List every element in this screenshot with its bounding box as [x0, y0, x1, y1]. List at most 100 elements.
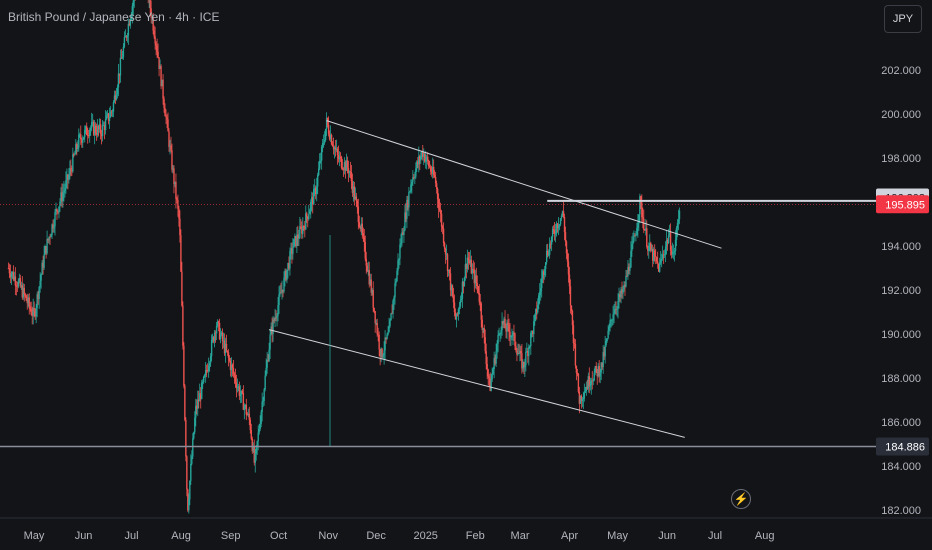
- candle: [424, 152, 426, 163]
- candle: [69, 160, 71, 180]
- support-price-tag: 184.886: [876, 437, 929, 456]
- candle: [440, 209, 443, 232]
- candle: [465, 263, 468, 279]
- candle: [117, 63, 120, 97]
- candle: [593, 368, 595, 382]
- candle: [302, 217, 304, 239]
- candle: [389, 318, 391, 328]
- candle: [9, 264, 12, 284]
- x-tick-label: Oct: [270, 530, 287, 542]
- candle: [670, 245, 673, 259]
- candle: [395, 277, 397, 287]
- candle: [524, 358, 526, 377]
- candle: [609, 313, 611, 332]
- candle: [616, 305, 618, 317]
- candle: [95, 123, 98, 141]
- candle: [651, 244, 653, 252]
- candle: [382, 353, 384, 360]
- candle: [39, 272, 41, 293]
- candle: [251, 436, 253, 454]
- candle: [65, 171, 67, 194]
- candle: [652, 244, 654, 268]
- candle: [235, 374, 238, 398]
- candle: [527, 347, 529, 364]
- time-scale[interactable]: [0, 518, 932, 550]
- candle: [526, 342, 528, 353]
- candle: [337, 145, 340, 163]
- candle: [644, 228, 646, 231]
- candle: [585, 381, 588, 396]
- candle: [106, 109, 109, 119]
- candle: [559, 218, 562, 227]
- candle: [44, 244, 46, 255]
- currency-button[interactable]: JPY: [884, 5, 922, 33]
- drawings-layer[interactable]: [0, 120, 876, 448]
- candle: [547, 249, 550, 257]
- candle: [510, 334, 512, 347]
- candle: [275, 310, 277, 322]
- candle: [318, 153, 321, 170]
- candle: [277, 297, 279, 322]
- candle: [605, 338, 607, 347]
- candle: [597, 363, 599, 378]
- candle: [241, 388, 244, 395]
- candle: [534, 313, 536, 326]
- candle: [368, 261, 370, 288]
- candle: [456, 312, 459, 317]
- price-scale[interactable]: [876, 0, 932, 518]
- candle: [233, 371, 236, 384]
- candle: [215, 322, 218, 341]
- candle: [52, 219, 54, 233]
- candle: [408, 187, 410, 217]
- candle: [132, 0, 135, 15]
- candle: [256, 440, 258, 455]
- candle: [336, 147, 339, 165]
- candle: [516, 347, 518, 362]
- x-tick-label: 2025: [413, 530, 437, 542]
- plot-area[interactable]: [7, 0, 681, 514]
- candle: [546, 243, 549, 258]
- y-tick-label: 186.000: [881, 417, 921, 429]
- candle: [485, 343, 487, 370]
- candle: [509, 323, 511, 346]
- candle: [217, 320, 220, 332]
- candle: [210, 334, 213, 362]
- candle: [349, 161, 352, 179]
- candle: [487, 368, 489, 386]
- candle: [186, 455, 188, 497]
- candle: [640, 195, 642, 210]
- candle: [327, 116, 330, 137]
- candle: [180, 229, 182, 273]
- candle: [483, 324, 485, 344]
- candle: [391, 304, 393, 315]
- candle: [105, 111, 108, 121]
- candle: [61, 183, 63, 208]
- candle: [307, 216, 309, 228]
- candle: [49, 233, 51, 245]
- candle: [27, 294, 29, 308]
- candle: [280, 282, 282, 294]
- lower-channel-line[interactable]: [268, 329, 685, 438]
- candle: [181, 261, 183, 307]
- candle: [399, 238, 401, 266]
- candle: [535, 308, 537, 322]
- candle: [245, 398, 248, 421]
- candle: [561, 210, 564, 217]
- candle: [11, 271, 14, 279]
- candle: [264, 370, 266, 392]
- y-tick-label: 192.000: [881, 285, 921, 297]
- candle: [157, 43, 159, 59]
- candle: [501, 312, 503, 336]
- candle: [212, 335, 215, 344]
- candle: [96, 118, 99, 138]
- candle: [595, 362, 597, 374]
- candle: [669, 223, 672, 256]
- candle: [166, 114, 168, 129]
- candle: [119, 49, 122, 83]
- upper-channel-line[interactable]: [326, 120, 722, 249]
- lightning-icon[interactable]: ⚡: [731, 489, 751, 509]
- candle: [103, 121, 106, 140]
- candle: [315, 185, 317, 200]
- candle: [484, 329, 486, 354]
